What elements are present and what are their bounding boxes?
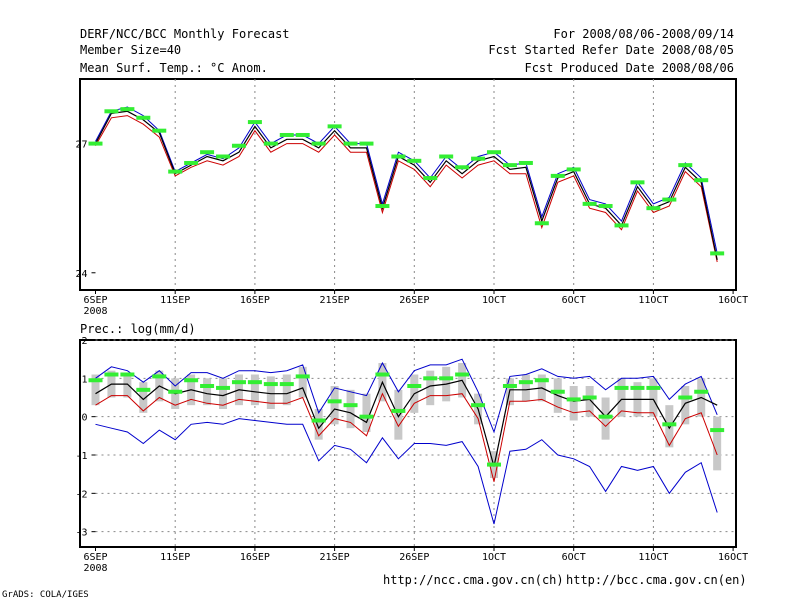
prec-line-mean	[95, 379, 718, 467]
variable-label: Mean Surf. Temp.: °C Anom.	[80, 61, 268, 75]
start-date: Fcst Started Refer Date 2008/08/05	[488, 43, 734, 57]
prec-spread-bar	[346, 389, 355, 429]
temp-xtick-label: 16SEP	[240, 295, 270, 306]
prec-ytick-label: -3	[75, 528, 87, 539]
prec-xtick-label: 16OCT	[718, 552, 748, 563]
temp-xtick-label: 11SEP	[160, 295, 190, 306]
prec-xtick-year: 2008	[83, 563, 107, 574]
precip-panel-frame	[79, 339, 737, 548]
produced-date: Fcst Produced Date 2008/08/06	[524, 61, 734, 75]
chart-title: DERF/NCC/BCC Monthly Forecast	[80, 27, 290, 41]
prec-ytick-label: -1	[75, 451, 87, 462]
prec-spread-bar	[585, 386, 594, 417]
temp-xtick-label: 6SEP	[83, 295, 107, 306]
prec-spread-bar	[713, 416, 722, 471]
prec-spread-bar	[314, 409, 323, 440]
url-english: http://bcc.cma.gov.cn(en)	[566, 573, 747, 587]
temp-xtick-label: 21SEP	[320, 295, 350, 306]
temp-xtick-label: 16OCT	[718, 295, 748, 306]
prec-xtick-label: 1OCT	[482, 552, 506, 563]
prec-ytick-label: 2	[81, 336, 87, 347]
temp-ytick-label: 24	[75, 269, 87, 280]
prec-spread-bar	[250, 374, 259, 406]
prec-spread-bar	[681, 386, 690, 425]
temp-xtick-label: 6OCT	[562, 295, 586, 306]
temp-line-upper	[95, 106, 718, 254]
prec-spread-bar	[330, 386, 339, 425]
member-size: Member Size=40	[80, 43, 181, 57]
prec-spread-bar	[426, 370, 435, 406]
prec-spread-bar	[394, 389, 403, 440]
prec-line-min	[95, 418, 718, 525]
prec-spread-bar	[203, 378, 212, 406]
url-chinese: http://ncc.cma.gov.cn(ch)	[383, 573, 564, 587]
prec-ytick-label: 0	[81, 413, 87, 424]
temp-xtick-year: 2008	[83, 306, 107, 317]
forecast-period: For 2008/08/06-2008/09/14	[553, 27, 734, 41]
prec-spread-bar	[219, 378, 228, 409]
prec-spread-bar	[91, 374, 100, 406]
temp-ytick-label: 27	[75, 140, 87, 151]
prec-line-lower	[95, 392, 718, 482]
prec-ytick-label: 1	[81, 374, 87, 385]
precip-panel-title: Prec.: log(mm/d)	[80, 322, 196, 336]
temp-xtick-label: 26SEP	[399, 295, 429, 306]
prec-xtick-label: 11OCT	[638, 552, 668, 563]
temp-xtick-label: 1OCT	[482, 295, 506, 306]
prec-xtick-label: 6OCT	[562, 552, 586, 563]
prec-line-upper	[95, 358, 718, 434]
prec-ytick-label: -2	[75, 489, 87, 500]
prec-spread-bar	[617, 378, 626, 417]
prec-spread-bar	[282, 374, 291, 406]
prec-spread-bar	[569, 386, 578, 421]
prec-xtick-label: 11SEP	[160, 552, 190, 563]
prec-xtick-label: 21SEP	[320, 552, 350, 563]
temp-xtick-label: 11OCT	[638, 295, 668, 306]
prec-xtick-label: 16SEP	[240, 552, 270, 563]
prec-xtick-label: 26SEP	[399, 552, 429, 563]
grads-credit: GrADS: COLA/IGES	[2, 590, 89, 600]
prec-spread-bar	[266, 376, 275, 409]
prec-spread-bar	[521, 374, 530, 402]
prec-xtick-label: 6SEP	[83, 552, 107, 563]
temp-line-mean	[94, 110, 718, 261]
temp-line-lower	[95, 115, 718, 263]
prec-spread-bar	[298, 366, 307, 398]
temperature-panel-frame	[79, 78, 737, 291]
prec-spread-bar	[139, 382, 148, 413]
prec-spread-bar	[362, 393, 371, 432]
prec-spread-bar	[123, 374, 132, 398]
prec-spread-bar	[649, 378, 658, 417]
